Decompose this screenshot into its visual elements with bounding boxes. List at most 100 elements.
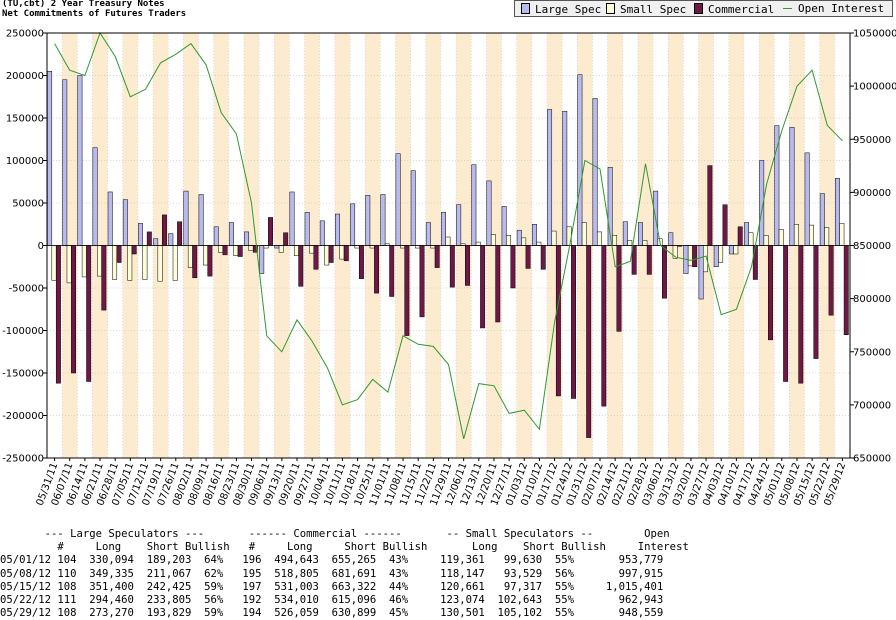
- small-spec-bar: [97, 245, 102, 277]
- commercial-bar: [768, 245, 773, 341]
- commercial-bar: [222, 245, 228, 256]
- large-spec-bar: [259, 245, 265, 274]
- commercial-bar: [207, 245, 213, 277]
- small-spec-bar: [612, 235, 618, 246]
- commercial-bar: [374, 245, 380, 294]
- commercial-bar: [162, 214, 167, 246]
- legend-commercial: Commercial: [694, 3, 774, 16]
- small-spec-bar: [112, 245, 118, 280]
- commercial-bar: [571, 245, 576, 399]
- commercial-bar: [389, 245, 395, 297]
- small-spec-bar: [718, 245, 724, 263]
- large-spec-bar: [804, 152, 810, 246]
- commercial-bar: [283, 232, 289, 246]
- large-spec-bar: [592, 98, 598, 246]
- small-spec-bar: [763, 235, 769, 246]
- small-spec-bar: [142, 245, 148, 280]
- legend-small-spec: Small Spec: [606, 3, 686, 16]
- small-spec-bar: [536, 241, 542, 246]
- large-spec-bar: [365, 195, 371, 246]
- large-spec-bar: [289, 191, 295, 246]
- commercial-bar: [343, 245, 349, 262]
- small-spec-bar: [490, 234, 496, 246]
- large-spec-bar: [501, 206, 507, 246]
- large-spec-bar: [304, 212, 310, 246]
- commercial-bar: [783, 245, 789, 382]
- commercial-bar: [752, 245, 758, 280]
- chart-bars: [47, 71, 850, 438]
- small-spec-bar: [824, 227, 830, 246]
- small-spec-bar: [596, 231, 602, 246]
- commercial-bar: [192, 245, 198, 279]
- commercial-swatch: [694, 3, 703, 14]
- y-right-tick-label: 950000: [853, 135, 891, 146]
- commercial-bar: [616, 245, 622, 332]
- large-spec-bar: [713, 245, 719, 267]
- small-spec-bar: [627, 240, 633, 246]
- commercial-bar: [146, 231, 152, 246]
- y-right-tick-label: 1050000: [853, 29, 896, 40]
- y-right-tick-label: 650000: [853, 454, 891, 465]
- small-spec-bar: [748, 232, 754, 246]
- commercial-bar: [434, 245, 440, 268]
- small-spec-bar: [66, 245, 72, 284]
- y-right-tick-label: 700000: [853, 400, 891, 411]
- large-spec-bar: [213, 226, 219, 246]
- large-spec-bar: [789, 127, 795, 246]
- small-spec-bar: [127, 245, 133, 281]
- large-spec-bar: [319, 220, 325, 246]
- large-spec-bar: [471, 164, 477, 246]
- commercial-bar: [540, 245, 546, 270]
- commercial-bar: [722, 204, 728, 246]
- table-header-groups: --- Large Speculators --- ------ Commerc…: [0, 528, 670, 540]
- small-spec-bar: [793, 224, 799, 246]
- right-y-axis: 1050000 1000000 950000 900000 850000 800000 75…: [850, 29, 896, 465]
- large-spec-bar: [92, 147, 98, 246]
- small-spec-bar: [642, 240, 648, 246]
- large-spec-bar: [153, 238, 159, 246]
- y-left-tick-label: 150000: [6, 114, 44, 125]
- large-spec-bar: [547, 109, 553, 246]
- large-spec-bar: [668, 232, 674, 246]
- commercial-bar: [843, 245, 849, 335]
- small-spec-bar: [551, 230, 557, 246]
- commercial-bar: [798, 245, 804, 384]
- small-spec-bar: [445, 236, 451, 246]
- large-spec-bar: [622, 221, 628, 246]
- small-spec-bar: [324, 245, 330, 266]
- large-spec-bar: [380, 194, 386, 246]
- large-spec-bar: [456, 204, 462, 246]
- table-row: 05/22/12 111 294,460 233,805 56% 192 534…: [0, 594, 664, 607]
- legend: Large Spec Small Spec Commercial Open In…: [514, 0, 893, 17]
- large-spec-bar: [819, 193, 825, 246]
- small-spec-bar: [81, 245, 87, 278]
- table-row: 05/01/12 104 330,094 189,203 64% 196 494…: [0, 554, 664, 567]
- commercial-bar: [268, 217, 273, 246]
- small-spec-bar: [248, 245, 254, 251]
- small-spec-bar: [172, 245, 178, 281]
- legend-large-spec: Large Spec: [521, 3, 601, 16]
- table-rows: 05/01/12 104 330,094 189,203 64% 196 494…: [0, 554, 689, 620]
- large-spec-bar: [122, 199, 128, 246]
- table-row: 05/08/12 110 349,335 211,067 62% 195 518…: [0, 567, 664, 580]
- commercial-bar: [116, 245, 122, 263]
- commercial-bar: [55, 245, 61, 384]
- commercial-bar: [813, 245, 819, 359]
- chart-subtitle: Net Commitments of Futures Traders: [2, 9, 187, 19]
- large-spec-bar: [228, 222, 234, 246]
- positions-table: --- Large Speculators --- ------ Commerc…: [0, 528, 689, 620]
- commercial-bar: [131, 245, 137, 255]
- y-left-tick-label: -150000: [2, 369, 44, 380]
- commercial-bar: [525, 245, 531, 269]
- small-spec-bar: [218, 245, 224, 253]
- commercial-bar: [419, 245, 425, 318]
- commercial-bar: [86, 245, 92, 382]
- commercial-bar: [101, 245, 107, 311]
- large-spec-bar: [107, 191, 113, 246]
- small-spec-bar: [339, 245, 345, 260]
- large-spec-swatch: [521, 3, 530, 14]
- small-spec-bar: [506, 235, 511, 246]
- commercial-bar: [555, 245, 561, 397]
- large-spec-bar: [410, 170, 416, 246]
- open-interest-line: [54, 31, 843, 440]
